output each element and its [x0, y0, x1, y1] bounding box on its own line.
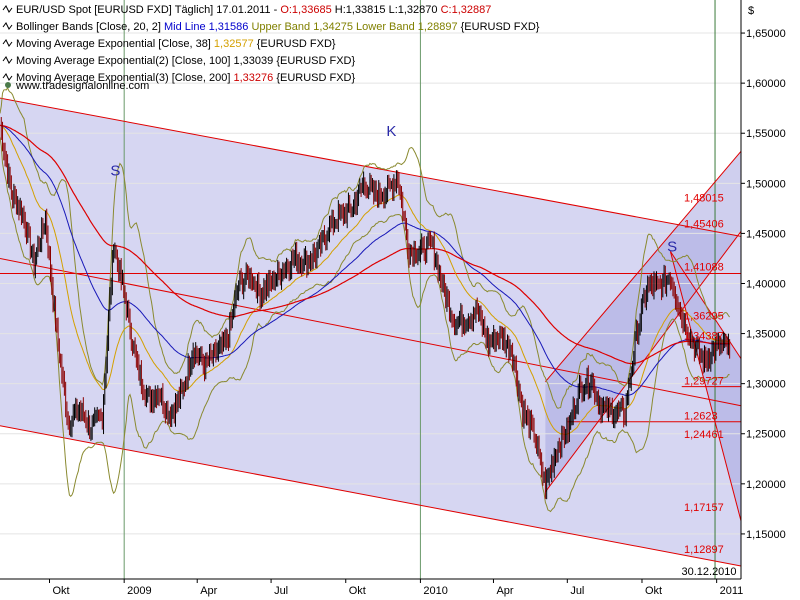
trend-line-channel-lower [0, 425, 742, 567]
x-tick-label: 2011 [720, 585, 744, 597]
y-tick-label: 1,45000 [746, 228, 786, 240]
bollinger-lower [0, 137, 730, 513]
date-marker-label: 30.12.2010 [681, 566, 736, 578]
y-tick-label: 1,60000 [746, 78, 786, 90]
trend-line-up-channel-lower [545, 231, 742, 493]
x-tick-label: Okt [349, 585, 366, 597]
level-label: 1,34387 [684, 331, 724, 343]
y-tick-label: 1,50000 [746, 178, 786, 190]
legend-part: Moving Average Exponential(2) [Close, 10… [16, 55, 233, 67]
indicator-icon [2, 5, 13, 13]
legend-part: Moving Average Exponential(3) [Close, 20… [16, 72, 233, 84]
x-tick-label: Apr [496, 585, 513, 597]
legend-entry: Moving Average Exponential(3) [Close, 20… [16, 72, 355, 84]
y-tick-label: 1,20000 [746, 479, 786, 491]
x-tick-label: Okt [53, 585, 70, 597]
legend-part: H:1,33815 [335, 4, 389, 16]
y-tick-label: 1,15000 [746, 529, 786, 541]
legend-part: Bollinger Bands [Close, 20, 2] [16, 21, 164, 33]
legend-part: {EURUSD FXD} [257, 38, 336, 50]
level-label: 1,2623 [684, 411, 718, 423]
ema-200-line [0, 124, 730, 365]
legend-part: {EURUSD FXD} [276, 72, 355, 84]
x-tick-label: 2010 [423, 585, 447, 597]
indicator-icon [2, 73, 13, 81]
legend-part: Moving Average Exponential [Close, 38] [16, 38, 214, 50]
legend-part: {EURUSD FXD} [276, 55, 355, 67]
y-tick-label: 1,25000 [746, 429, 786, 441]
level-label: 1,45406 [684, 218, 724, 230]
indicator-icon [2, 39, 13, 47]
indicator-icon [2, 22, 13, 30]
level-label: 1,12897 [684, 544, 724, 556]
pattern-label: S [110, 162, 120, 179]
legend-part: 1,33039 [233, 55, 276, 67]
level-label: 1,36295 [684, 311, 724, 323]
legend-part: O:1,33685 [280, 4, 334, 16]
level-labels: 1,48015 1,45406 1,41088 1,36295 1,34387 1,297… [110, 123, 723, 556]
indicator-icon [2, 56, 13, 64]
legend-entry: EUR/USD Spot [EURUSD FXD] Täglich] 17.01… [16, 4, 491, 16]
trend-line-up-channel-upper [545, 150, 742, 382]
pattern-label: S [667, 238, 677, 255]
level-label: 1,24461 [684, 429, 724, 441]
x-tick-label: Jul [570, 585, 584, 597]
y-tick-label: 1,35000 [746, 329, 786, 341]
legend-entry: Bollinger Bands [Close, 20, 2] Mid Line … [16, 21, 540, 33]
legend-part: EUR/USD Spot [EURUSD FXD] Täglich] 17.01… [16, 4, 280, 16]
indicators [0, 86, 730, 513]
legend-entry: Moving Average Exponential [Close, 38] 1… [16, 38, 336, 50]
price-bars [0, 117, 731, 500]
legend-part: {EURUSD FXD} [461, 21, 540, 33]
level-label: 1,17157 [684, 502, 724, 514]
trend-line-channel-upper [0, 97, 742, 237]
axes: $1,15000 1,20000 1,25000 1,30000 1,35000 1,40… [0, 0, 786, 597]
legend-part: C:1,32887 [441, 4, 492, 16]
y-tick-label: 1,40000 [746, 278, 786, 290]
currency-symbol: $ [748, 5, 754, 17]
legend-part: Upper Band 1,34275 [251, 21, 356, 33]
globe-icon [5, 82, 11, 88]
x-tick-label: 2009 [127, 585, 151, 597]
trend-line-down-fan-2 [669, 251, 742, 522]
y-tick-label: 1,55000 [746, 128, 786, 140]
pattern-label: K [386, 123, 396, 140]
legend-part: L:1,32870 [389, 4, 441, 16]
level-label: 1,29727 [684, 376, 724, 388]
legend-part: Mid Line 1,31586 [164, 21, 251, 33]
legend-entry: Moving Average Exponential(2) [Close, 10… [16, 55, 355, 67]
grid [0, 0, 741, 579]
legend-part: 1,32577 [214, 38, 257, 50]
y-tick-label: 1,30000 [746, 379, 786, 391]
ema-100-line [0, 124, 730, 397]
x-tick-label: Jul [274, 585, 288, 597]
bollinger-upper [0, 86, 730, 409]
level-label: 1,41088 [684, 261, 724, 273]
level-label: 1,48015 [684, 192, 724, 204]
legend: EUR/USD Spot [EURUSD FXD] Täglich] 17.01… [2, 4, 540, 92]
x-tick-label: Apr [200, 585, 217, 597]
x-tick-label: Okt [645, 585, 662, 597]
watermark-text: www.tradesignalonline.com [15, 80, 149, 92]
legend-part: Lower Band 1,28897 [356, 21, 461, 33]
y-tick-label: 1,65000 [746, 28, 786, 40]
legend-part: 1,33276 [233, 72, 276, 84]
